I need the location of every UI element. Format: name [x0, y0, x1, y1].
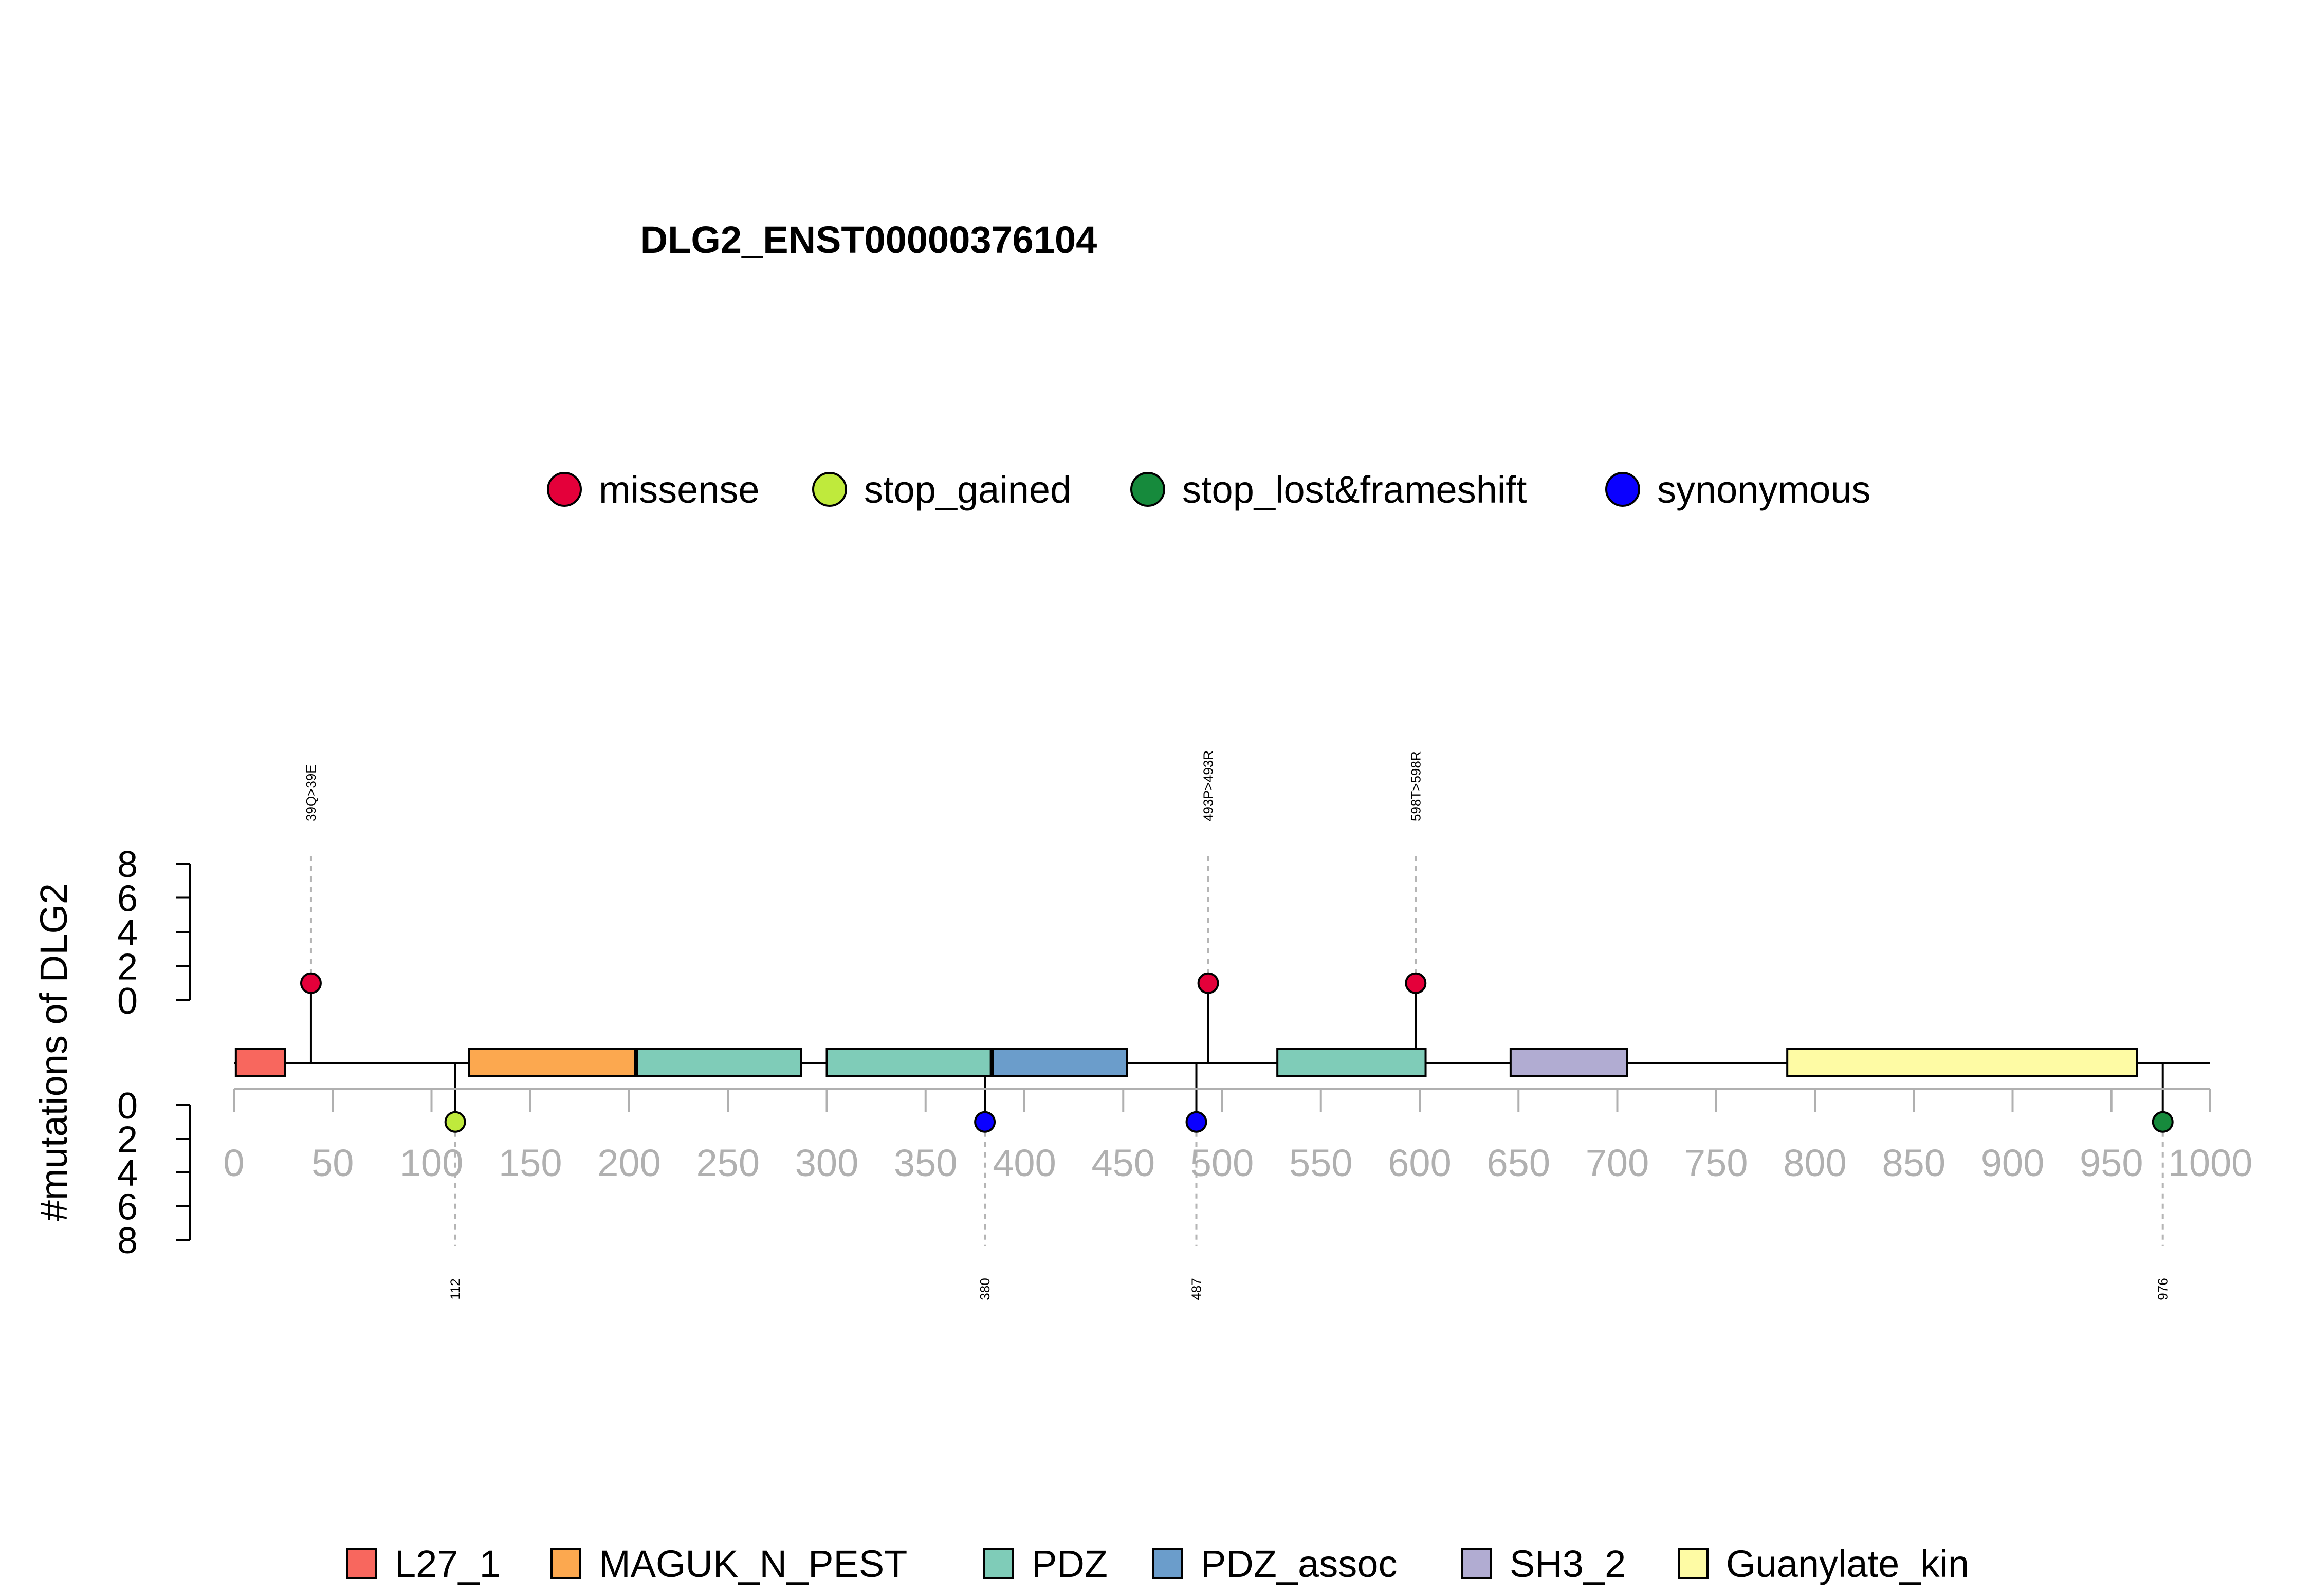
domain-legend-swatch-5 — [1678, 1548, 1709, 1579]
upper-y-tick-label-2: 4 — [117, 912, 138, 953]
upper-lollipop-0 — [300, 972, 322, 994]
lower-mutation-label-0: 112 — [448, 1278, 463, 1299]
x-tick-label-1: 50 — [311, 1142, 354, 1184]
legend-label-1: stop_gained — [864, 468, 1071, 511]
y-axis-label: #mutations of DLG2 — [32, 883, 75, 1221]
domain-legend-swatch-4 — [1461, 1548, 1492, 1579]
domain-legend-swatch-0 — [346, 1548, 377, 1579]
domain-pdz-5 — [1276, 1048, 1427, 1077]
x-tick-label-7: 350 — [894, 1142, 957, 1184]
upper-mutation-label-2: 598T>598R — [1408, 751, 1423, 821]
legend-marker-3 — [1605, 472, 1640, 507]
domain-guanylate_kin-7 — [1786, 1048, 2138, 1077]
domain-legend-label-0: L27_1 — [395, 1543, 501, 1585]
legend-label-0: missense — [599, 468, 760, 511]
legend-label-2: stop_lost&frameshift — [1182, 468, 1527, 511]
domain-legend-label-3: PDZ_assoc — [1201, 1543, 1397, 1585]
x-tick-label-11: 550 — [1289, 1142, 1352, 1184]
legend-marker-1 — [812, 472, 847, 507]
x-tick-label-18: 900 — [1981, 1142, 2044, 1184]
x-tick-label-2: 100 — [400, 1142, 463, 1184]
upper-y-tick-label-1: 2 — [117, 947, 138, 988]
legend-marker-2 — [1130, 472, 1165, 507]
domain-l27_1-0 — [234, 1048, 286, 1077]
domain-maguk_n_pest-1 — [468, 1048, 636, 1077]
upper-y-tick-label-0: 0 — [117, 981, 138, 1022]
upper-y-tick-label-3: 6 — [117, 878, 138, 920]
x-tick-label-16: 800 — [1783, 1142, 1846, 1184]
x-tick-label-10: 500 — [1190, 1142, 1254, 1184]
domain-legend-label-2: PDZ — [1032, 1543, 1108, 1585]
domain-legend-label-5: Guanylate_kin — [1726, 1543, 1969, 1585]
lower-mutation-label-1: 380 — [977, 1278, 993, 1300]
x-tick-label-12: 600 — [1388, 1142, 1451, 1184]
domain-legend-swatch-2 — [983, 1548, 1014, 1579]
x-tick-label-19: 950 — [2080, 1142, 2143, 1184]
domain-legend-swatch-3 — [1152, 1548, 1183, 1579]
x-tick-label-0: 0 — [223, 1142, 244, 1184]
x-tick-label-3: 150 — [499, 1142, 562, 1184]
x-tick-label-13: 650 — [1487, 1142, 1550, 1184]
x-tick-label-14: 700 — [1586, 1142, 1649, 1184]
lower-mutation-label-3: 976 — [2155, 1278, 2171, 1300]
domain-legend-label-4: SH3_2 — [1510, 1543, 1626, 1585]
domain-legend-label-1: MAGUK_N_PEST — [599, 1543, 907, 1585]
lower-y-tick-label-0: 0 — [117, 1086, 138, 1127]
lower-lollipop-2 — [1185, 1111, 1207, 1133]
x-tick-label-20: 1000 — [2168, 1142, 2253, 1184]
x-tick-label-4: 200 — [597, 1142, 660, 1184]
lower-lollipop-3 — [2152, 1111, 2174, 1133]
lower-y-tick-label-2: 4 — [117, 1153, 138, 1194]
domain-pdz_assoc-4 — [992, 1048, 1128, 1077]
legend-label-3: synonymous — [1657, 468, 1870, 511]
x-tick-label-8: 400 — [993, 1142, 1056, 1184]
upper-y-tick-label-4: 8 — [117, 844, 138, 885]
upper-mutation-label-1: 493P>493R — [1201, 750, 1216, 821]
lower-lollipop-0 — [444, 1111, 466, 1133]
domain-legend-swatch-1 — [550, 1548, 581, 1579]
domain-pdz-3 — [825, 1048, 992, 1077]
x-tick-label-15: 750 — [1684, 1142, 1748, 1184]
lower-mutation-label-2: 487 — [1189, 1278, 1204, 1300]
lower-lollipop-1 — [974, 1111, 996, 1133]
lower-y-tick-label-1: 2 — [117, 1120, 138, 1161]
chart-title: DLG2_ENST00000376104 — [640, 218, 1097, 261]
lower-y-tick-label-4: 8 — [117, 1220, 138, 1261]
legend-marker-0 — [547, 472, 582, 507]
upper-lollipop-2 — [1405, 972, 1427, 994]
domain-pdz-2 — [636, 1048, 802, 1077]
domain-sh3_2-6 — [1509, 1048, 1628, 1077]
lower-y-tick-label-3: 6 — [117, 1187, 138, 1228]
upper-lollipop-1 — [1197, 972, 1219, 994]
x-tick-label-6: 300 — [795, 1142, 858, 1184]
x-tick-label-9: 450 — [1092, 1142, 1155, 1184]
x-tick-label-5: 250 — [696, 1142, 760, 1184]
upper-mutation-label-0: 39Q>39E — [303, 764, 319, 821]
x-tick-label-17: 850 — [1882, 1142, 1945, 1184]
